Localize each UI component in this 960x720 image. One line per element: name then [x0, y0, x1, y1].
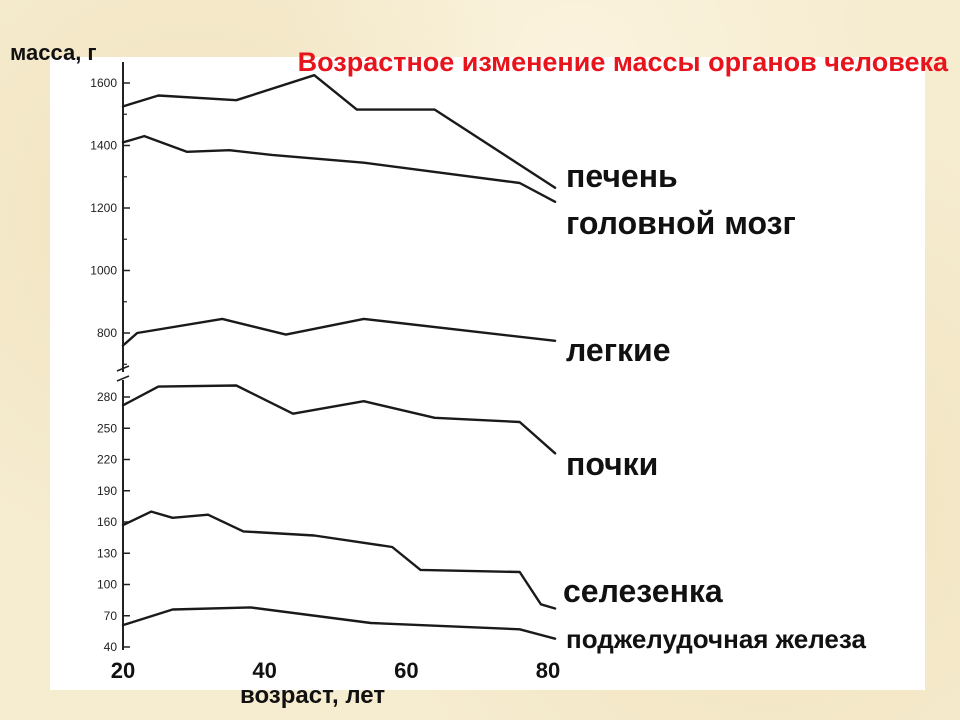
- chart-title: Возрастное изменение массы органов челов…: [297, 47, 948, 77]
- series-label-kidneys: почки: [566, 446, 659, 482]
- y-tick-label-upper: 1600: [90, 76, 117, 90]
- series-label-spleen: селезенка: [563, 573, 723, 609]
- x-tick-label: 60: [394, 658, 418, 683]
- series-line-2: [121, 317, 557, 347]
- x-tick-label: 40: [252, 658, 276, 683]
- y-axis-break-mark: [116, 365, 130, 382]
- y-tick-label-lower: 40: [104, 640, 118, 654]
- series-line-1: [121, 134, 557, 204]
- x-tick-label: 80: [536, 658, 560, 683]
- y-tick-label-lower: 280: [97, 390, 117, 404]
- y-tick-label-lower: 70: [104, 609, 118, 623]
- y-tick-label-lower: 130: [97, 546, 117, 560]
- y-tick-label-lower: 190: [97, 484, 117, 498]
- plot-area: [50, 57, 925, 690]
- y-tick-label-lower: 220: [97, 453, 117, 467]
- y-tick-label-lower: 160: [97, 515, 117, 529]
- y-axis-label: масса, г: [10, 40, 97, 65]
- y-tick-label-lower: 250: [97, 421, 117, 435]
- series-line-5: [121, 606, 557, 640]
- series-label-lungs: легкие: [566, 332, 671, 368]
- y-tick-label-upper: 1000: [90, 264, 117, 278]
- series-line-3: [121, 384, 557, 455]
- x-axis-label: возраст, лет: [240, 682, 386, 709]
- series-label-pancreas: поджелудочная железа: [566, 624, 866, 654]
- series-line-4: [121, 510, 557, 610]
- y-tick-label-lower: 100: [97, 578, 117, 592]
- y-tick-label-upper: 1200: [90, 201, 117, 215]
- series-line-0: [121, 73, 557, 189]
- y-tick-label-upper: 1400: [90, 139, 117, 153]
- series-label-brain: головной мозг: [566, 205, 796, 241]
- series-label-liver: печень: [566, 158, 678, 194]
- y-tick-label-upper: 800: [97, 326, 117, 340]
- x-tick-label: 20: [111, 658, 135, 683]
